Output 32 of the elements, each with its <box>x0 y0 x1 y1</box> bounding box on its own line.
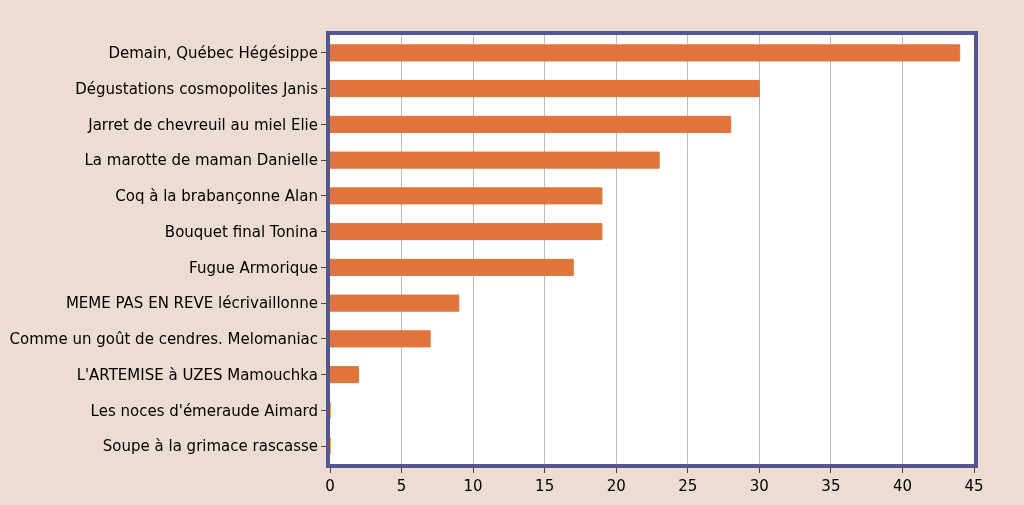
y-tick-label: Fugue Armorique <box>189 258 318 277</box>
y-tick-label: Dégustations cosmopolites Janis <box>75 79 319 98</box>
bar <box>330 223 603 241</box>
y-tick-label: Bouquet final Tonina <box>164 222 318 241</box>
y-tick-label: Jarret de chevreuil au miel Elie <box>87 115 318 134</box>
y-tick-label: Les noces d'émeraude Aimard <box>90 401 318 420</box>
y-tick-label: Demain, Québec Hégésippe <box>108 44 318 63</box>
x-tick-label: 45 <box>964 477 984 495</box>
y-tick-label: MEME PAS EN REVE lécrivaillonne <box>65 294 318 313</box>
x-tick-label: 0 <box>325 477 335 495</box>
bar <box>330 80 760 98</box>
x-tick-label: 30 <box>749 477 769 495</box>
y-tick-label: Soupe à la grimace rascasse <box>102 437 318 456</box>
x-tick-label: 10 <box>463 477 483 495</box>
bar <box>330 115 732 133</box>
x-tick-label: 5 <box>396 477 407 495</box>
bar <box>330 366 360 384</box>
y-tick-label: La marotte de maman Danielle <box>84 151 318 170</box>
bar <box>330 44 961 62</box>
bar <box>330 151 660 169</box>
x-tick-label: 25 <box>678 477 698 495</box>
x-tick-label: 15 <box>535 477 555 495</box>
x-tick-label: 35 <box>821 477 841 495</box>
bar <box>330 187 603 205</box>
bar <box>330 330 431 348</box>
y-tick-label: Coq à la brabançonne Alan <box>115 187 318 206</box>
x-tick-label: 40 <box>892 477 912 495</box>
bar <box>330 258 574 276</box>
bar <box>330 294 460 312</box>
y-tick-label: Comme un goût de cendres. Melomaniac <box>9 330 318 349</box>
x-tick-label: 20 <box>606 477 626 495</box>
y-tick-label: L'ARTEMISE à UZES Mamouchka <box>76 365 318 384</box>
